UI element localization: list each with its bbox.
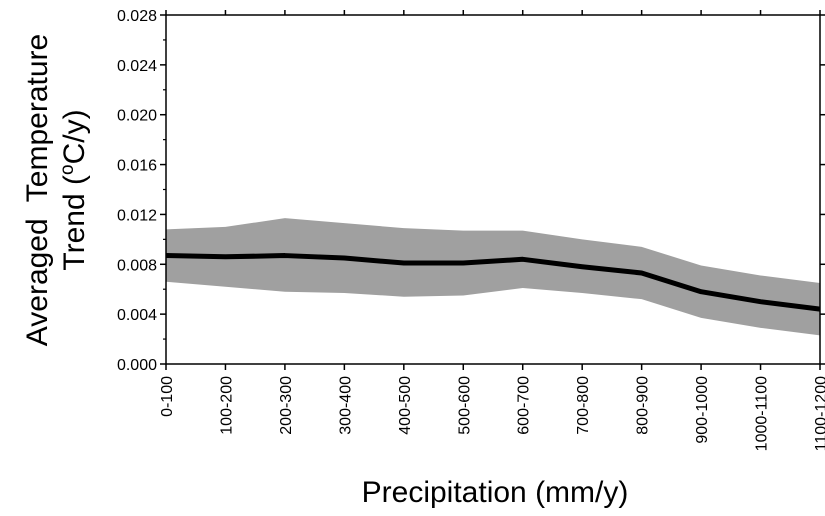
x-tick-label: 600-700 <box>516 376 533 435</box>
x-tick-label: 800-900 <box>635 376 652 435</box>
x-axis-title: Precipitation (mm/y) <box>362 476 629 509</box>
y-axis-title: Averaged Temperature <box>21 34 54 346</box>
y-axis-title-prefix: Trend ( <box>58 175 91 271</box>
y-tick-label: 0.020 <box>117 108 157 125</box>
uncertainty-band-layer <box>166 218 820 336</box>
y-tick-label: 0.008 <box>117 257 157 274</box>
y-axis-title-line1: Averaged Temperature <box>21 34 54 346</box>
y-tick-label: 0.004 <box>117 307 157 324</box>
y-tick-label: 0.012 <box>117 207 157 224</box>
y-axis-title-superscript: o <box>57 164 78 175</box>
x-tick-label: 700-800 <box>575 376 592 435</box>
x-tick-label: 900-1000 <box>694 376 711 444</box>
x-tick-label: 0-100 <box>159 376 176 417</box>
x-tick-label: 500-600 <box>456 376 473 435</box>
mean-trend-line <box>165 253 821 312</box>
x-tick-label: 200-300 <box>278 376 295 435</box>
mean-line-layer <box>165 253 821 312</box>
y-tick-label: 0.016 <box>117 158 157 175</box>
x-tick-label: 1000-1100 <box>754 376 771 451</box>
x-tick-label: 400-500 <box>397 376 414 435</box>
y-axis-ticks: 0.000 0.004 0.008 0.012 0.016 0.020 0.024 0.028 <box>117 8 825 374</box>
y-tick-label: 0.000 <box>117 357 157 374</box>
x-tick-label: 1100-1200 <box>813 376 825 451</box>
y-tick-label: 0.028 <box>117 8 157 25</box>
x-tick-label: 300-400 <box>337 376 354 435</box>
x-axis-ticks: 0-100 100-200 200-300 300-400 400-500 500-600… <box>159 10 825 451</box>
y-axis-title-2: Trend (oC/y) <box>57 109 91 270</box>
uncertainty-band <box>166 218 820 336</box>
y-tick-label: 0.024 <box>117 58 157 75</box>
y-axis-title-unit: C/y) <box>58 109 91 164</box>
y-axis-title-line2: Trend (oC/y) <box>57 109 91 270</box>
x-tick-label: 100-200 <box>218 376 235 435</box>
